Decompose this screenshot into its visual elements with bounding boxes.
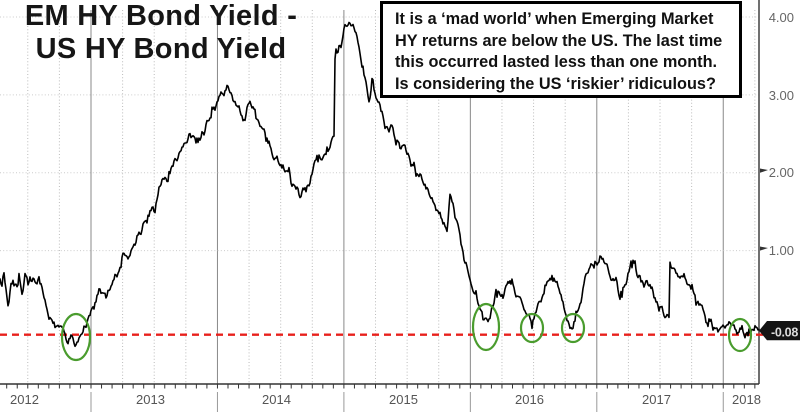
svg-text:-0.08: -0.08 <box>771 325 798 339</box>
